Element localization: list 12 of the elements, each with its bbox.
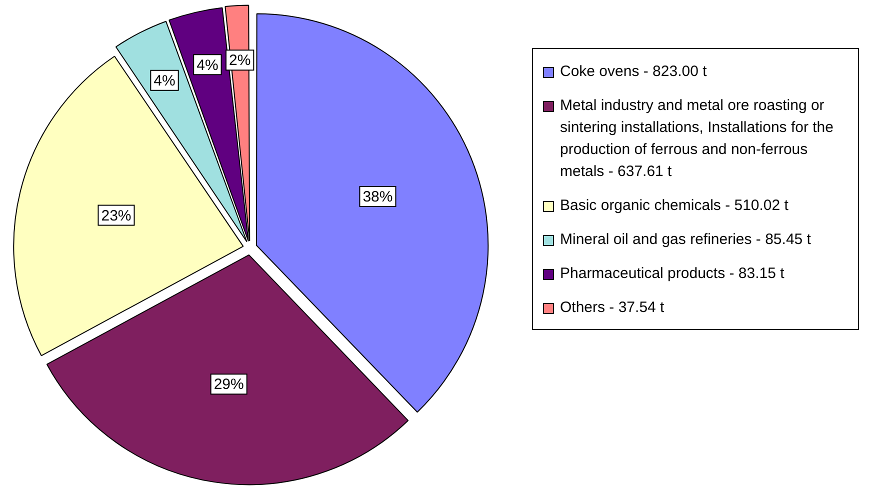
legend-label: Others - 37.54 t [560, 298, 664, 318]
legend-label: Metal industry and metal ore roasting or sintering installations, Installations for the production of ferrous and non-ferrous metals - 637.61 t [560, 96, 834, 182]
legend-label: Coke ovens - 823.00 t [560, 62, 707, 82]
data-label: 4% [154, 72, 176, 90]
data-label: 2% [228, 52, 251, 70]
legend-label: Pharmaceutical products - 83.15 t [560, 264, 784, 284]
data-label: 23% [101, 207, 132, 224]
data-label: 38% [362, 188, 393, 206]
legend-label: Mineral oil and gas refineries - 85.45 t [560, 230, 811, 250]
data-label: 4% [196, 56, 218, 74]
data-label: 29% [214, 376, 244, 394]
legend-label: Basic organic chemicals - 510.02 t [560, 196, 788, 216]
